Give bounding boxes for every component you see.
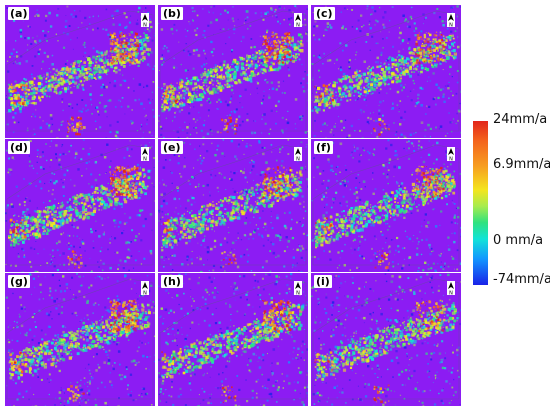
north-arrow-icon: N bbox=[294, 147, 302, 161]
map-panel-c: (c) N bbox=[311, 5, 461, 138]
deformation-map bbox=[158, 273, 308, 406]
panel-label: (g) bbox=[8, 275, 30, 288]
north-arrow-icon: N bbox=[294, 13, 302, 27]
map-panel-b: (b) N bbox=[158, 5, 308, 138]
north-arrow-icon: N bbox=[141, 147, 149, 161]
svg-text:N: N bbox=[449, 23, 453, 28]
map-panel-d: (d) N bbox=[5, 139, 155, 272]
north-arrow-icon: N bbox=[141, 13, 149, 27]
map-panel-i: (i) N bbox=[311, 273, 461, 406]
colorbar-max-label: 24mm/a bbox=[493, 112, 548, 127]
map-grid: (a) N (b) N (c) N (d) N (e) N (f) N (g) … bbox=[5, 5, 461, 406]
svg-text:N: N bbox=[296, 23, 300, 28]
map-panel-e: (e) N bbox=[158, 139, 308, 272]
north-arrow-icon: N bbox=[294, 281, 302, 295]
deformation-map bbox=[311, 5, 461, 138]
north-arrow-icon: N bbox=[141, 281, 149, 295]
colorbar-min-label: -74mm/a bbox=[493, 272, 550, 287]
map-panel-a: (a) N bbox=[5, 5, 155, 138]
deformation-map bbox=[311, 139, 461, 272]
svg-text:N: N bbox=[143, 23, 147, 28]
panel-label: (d) bbox=[8, 141, 30, 154]
deformation-map bbox=[158, 5, 308, 138]
map-panel-f: (f) N bbox=[311, 139, 461, 272]
panel-label: (h) bbox=[161, 275, 183, 288]
panel-label: (a) bbox=[8, 7, 30, 20]
deformation-map bbox=[158, 139, 308, 272]
panel-label: (c) bbox=[314, 7, 335, 20]
deformation-map bbox=[5, 139, 155, 272]
panel-label: (b) bbox=[161, 7, 183, 20]
north-arrow-icon: N bbox=[447, 281, 455, 295]
panel-label: (e) bbox=[161, 141, 183, 154]
colorbar-mid-high-label: 6.9mm/a bbox=[493, 157, 550, 172]
panel-label: (f) bbox=[314, 141, 333, 154]
map-panel-g: (g) N bbox=[5, 273, 155, 406]
panel-label: (i) bbox=[314, 275, 332, 288]
north-arrow-icon: N bbox=[447, 13, 455, 27]
deformation-map bbox=[311, 273, 461, 406]
colorbar-zero-label: 0 mm/a bbox=[493, 233, 544, 248]
deformation-map bbox=[5, 273, 155, 406]
north-arrow-icon: N bbox=[447, 147, 455, 161]
deformation-map bbox=[5, 5, 155, 138]
map-panel-h: (h) N bbox=[158, 273, 308, 406]
svg-text:N: N bbox=[143, 157, 147, 162]
velocity-colorbar bbox=[473, 121, 488, 285]
